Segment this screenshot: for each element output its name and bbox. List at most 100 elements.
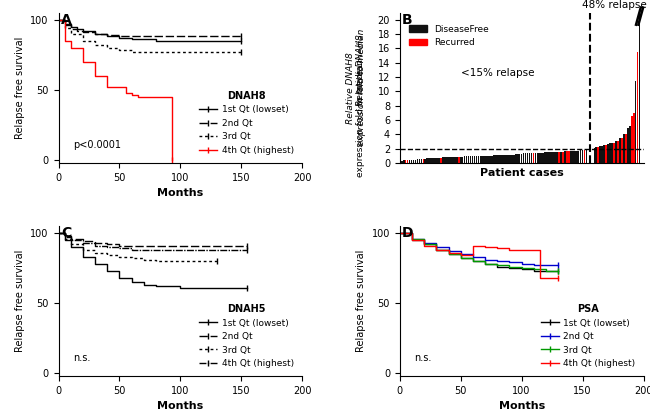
X-axis label: Months: Months: [157, 188, 203, 198]
Bar: [633, 113, 634, 163]
Bar: [476, 156, 477, 163]
Bar: [495, 155, 497, 163]
Bar: [493, 155, 495, 163]
Bar: [615, 141, 617, 163]
Text: A: A: [61, 13, 72, 26]
Legend: 1st Qt (lowset), 2nd Qt, 3rd Qt, 4th Qt (highest): 1st Qt (lowset), 2nd Qt, 3rd Qt, 4th Qt …: [537, 301, 639, 372]
Bar: [405, 160, 406, 163]
Bar: [421, 159, 422, 163]
Legend: 1st Qt (lowset), 2nd Qt, 3rd Qt, 4th Qt (highest): 1st Qt (lowset), 2nd Qt, 3rd Qt, 4th Qt …: [196, 301, 298, 372]
Bar: [415, 160, 416, 163]
Bar: [601, 145, 603, 163]
Bar: [407, 160, 408, 163]
Bar: [426, 158, 428, 163]
Bar: [584, 150, 586, 163]
Bar: [497, 155, 499, 163]
Bar: [507, 155, 509, 163]
Bar: [593, 148, 595, 163]
Bar: [509, 155, 511, 163]
Bar: [552, 152, 554, 163]
Bar: [547, 152, 548, 163]
Bar: [503, 155, 505, 163]
Bar: [491, 155, 493, 163]
Bar: [442, 158, 444, 163]
Bar: [534, 153, 536, 163]
Bar: [554, 152, 556, 163]
Bar: [434, 158, 436, 163]
Bar: [558, 152, 560, 163]
Bar: [617, 141, 619, 163]
Bar: [436, 158, 438, 163]
Bar: [603, 145, 605, 163]
Bar: [452, 157, 454, 163]
Bar: [526, 153, 528, 163]
Bar: [480, 156, 481, 163]
Bar: [462, 157, 463, 163]
X-axis label: Months: Months: [157, 401, 203, 411]
Bar: [574, 150, 575, 163]
Bar: [525, 153, 527, 163]
Bar: [517, 154, 519, 163]
Y-axis label: expression fold to median: expression fold to median: [0, 417, 1, 418]
Text: n.s.: n.s.: [73, 353, 90, 363]
Bar: [605, 145, 607, 163]
Bar: [551, 152, 552, 163]
Bar: [637, 52, 638, 163]
Bar: [623, 134, 625, 163]
Bar: [454, 157, 456, 163]
Bar: [417, 159, 419, 163]
Bar: [560, 152, 562, 163]
Bar: [478, 156, 479, 163]
Text: p<0.0001: p<0.0001: [73, 140, 121, 150]
Bar: [595, 147, 597, 163]
Bar: [609, 143, 611, 163]
Bar: [538, 153, 540, 163]
Legend: 1st Qt (lowset), 2nd Qt, 3rd Qt, 4th Qt (highest): 1st Qt (lowset), 2nd Qt, 3rd Qt, 4th Qt …: [196, 87, 298, 158]
X-axis label: Months: Months: [499, 401, 545, 411]
Bar: [625, 134, 627, 163]
Bar: [576, 150, 577, 163]
Bar: [448, 157, 450, 163]
Bar: [505, 155, 507, 163]
Bar: [562, 152, 564, 163]
Bar: [450, 157, 452, 163]
Bar: [430, 158, 432, 163]
Bar: [621, 138, 623, 163]
Bar: [580, 150, 582, 163]
Bar: [468, 156, 469, 163]
Bar: [586, 150, 588, 163]
Bar: [570, 151, 571, 163]
Bar: [515, 154, 517, 163]
Text: Relative DNAH8
expression fold to median: Relative DNAH8 expression fold to median: [346, 29, 365, 146]
Bar: [411, 160, 412, 163]
Bar: [409, 160, 410, 163]
Bar: [474, 156, 475, 163]
Bar: [438, 158, 440, 163]
Bar: [403, 161, 404, 163]
Bar: [466, 156, 467, 163]
Bar: [458, 157, 460, 163]
Text: expression fold to median: expression fold to median: [356, 59, 365, 177]
Bar: [611, 143, 613, 163]
Bar: [489, 155, 491, 163]
Text: 48% relapse: 48% relapse: [582, 0, 647, 10]
Bar: [501, 155, 503, 163]
Bar: [519, 154, 521, 163]
Bar: [549, 152, 550, 163]
X-axis label: Patient cases: Patient cases: [480, 168, 564, 178]
Bar: [444, 157, 446, 163]
Bar: [413, 160, 414, 163]
Text: D: D: [402, 226, 413, 240]
Bar: [401, 161, 402, 163]
Bar: [627, 128, 629, 163]
Bar: [470, 156, 471, 163]
Bar: [629, 125, 630, 163]
Text: B: B: [402, 13, 413, 26]
Bar: [597, 147, 599, 163]
Bar: [536, 153, 538, 163]
Bar: [532, 153, 534, 163]
Bar: [472, 156, 473, 163]
Legend: DiseaseFree, Recurred: DiseaseFree, Recurred: [409, 25, 489, 47]
Bar: [482, 156, 483, 163]
Bar: [440, 158, 442, 163]
